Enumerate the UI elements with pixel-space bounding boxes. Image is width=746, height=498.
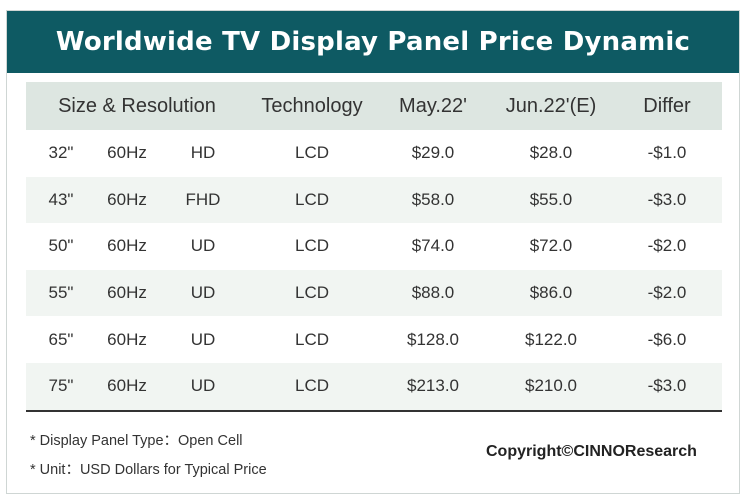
header-row: Size & Resolution Technology May.22' Jun… [26, 82, 722, 130]
jun-price-cell: $86.0 [490, 269, 612, 317]
title-bar: Worldwide TV Display Panel Price Dynamic [7, 11, 739, 73]
jun-price-cell: $72.0 [529, 236, 573, 256]
technology-cell: LCD [294, 143, 329, 163]
technology-cell: LCD [248, 362, 376, 412]
technology-cell: LCD [294, 236, 329, 256]
table-row: 32" 60Hz HD LCD $29.0 $28.0 -$1.0 [26, 130, 722, 177]
size-value: 75" [48, 376, 74, 396]
differ-cell: -$6.0 [647, 329, 687, 349]
may-price-cell: $29.0 [411, 143, 455, 163]
note-panel-type: * Display Panel Type：Open Cell [30, 433, 243, 449]
resolution-value: UD [190, 283, 216, 303]
may-price-cell: $88.0 [376, 269, 490, 317]
header-jun: Jun.22'(E) [490, 82, 612, 130]
size-value: 65" [48, 329, 74, 349]
header-may: May.22' [376, 82, 490, 130]
header-differ: Differ [612, 82, 722, 130]
may-price-cell: $128.0 [407, 329, 459, 349]
jun-price-cell: $122.0 [525, 329, 577, 349]
resolution-value: HD [190, 143, 216, 163]
table-row: 50" 60Hz UD LCD $74.0 $72.0 -$2.0 [26, 223, 722, 270]
size-value: 50" [48, 236, 74, 256]
size-resolution-cell: 55" 60Hz UD [26, 269, 248, 317]
table-row: 43" 60Hz FHD LCD $58.0 $55.0 -$3.0 [26, 176, 722, 224]
price-table: Size & Resolution Technology May.22' Jun… [26, 82, 722, 412]
refresh-rate-value: 60Hz [107, 283, 147, 303]
resolution-value: UD [190, 329, 216, 349]
size-value: 55" [48, 283, 74, 303]
refresh-rate-value: 60Hz [107, 236, 147, 256]
differ-cell: -$2.0 [612, 269, 722, 317]
may-price-cell: $58.0 [376, 176, 490, 224]
size-value: 32" [48, 143, 74, 163]
header-technology: Technology [248, 82, 376, 130]
header-size-resolution: Size & Resolution [26, 82, 248, 130]
technology-cell: LCD [294, 329, 329, 349]
size-resolution-cell: 75" 60Hz UD [26, 362, 248, 412]
copyright-text: Copyright©CINNOResearch [486, 443, 697, 460]
refresh-rate-value: 60Hz [107, 143, 147, 163]
chart-title: Worldwide TV Display Panel Price Dynamic [55, 27, 691, 57]
resolution-value: FHD [185, 189, 221, 209]
size-resolution-cell: 50" 60Hz UD [26, 223, 248, 270]
differ-cell: -$1.0 [647, 143, 687, 163]
resolution-value: UD [190, 376, 216, 396]
jun-price-cell: $210.0 [490, 362, 612, 412]
size-value: 43" [48, 189, 74, 209]
size-resolution-cell: 32" 60Hz HD [26, 130, 248, 177]
may-price-cell: $74.0 [411, 236, 455, 256]
refresh-rate-value: 60Hz [107, 376, 147, 396]
table-row: 55" 60Hz UD LCD $88.0 $86.0 -$2.0 [26, 269, 722, 317]
table-row: 75" 60Hz UD LCD $213.0 $210.0 -$3.0 [26, 362, 722, 412]
differ-cell: -$2.0 [647, 236, 687, 256]
table-row: 65" 60Hz UD LCD $128.0 $122.0 -$6.0 [26, 316, 722, 363]
technology-cell: LCD [248, 269, 376, 317]
refresh-rate-value: 60Hz [107, 329, 147, 349]
resolution-value: UD [190, 236, 216, 256]
differ-cell: -$3.0 [612, 362, 722, 412]
differ-cell: -$3.0 [612, 176, 722, 224]
size-resolution-cell: 65" 60Hz UD [26, 316, 248, 363]
refresh-rate-value: 60Hz [107, 189, 147, 209]
size-resolution-cell: 43" 60Hz FHD [26, 176, 248, 224]
may-price-cell: $213.0 [376, 362, 490, 412]
jun-price-cell: $55.0 [490, 176, 612, 224]
jun-price-cell: $28.0 [529, 143, 573, 163]
note-unit: * Unit：USD Dollars for Typical Price [30, 462, 267, 478]
technology-cell: LCD [248, 176, 376, 224]
